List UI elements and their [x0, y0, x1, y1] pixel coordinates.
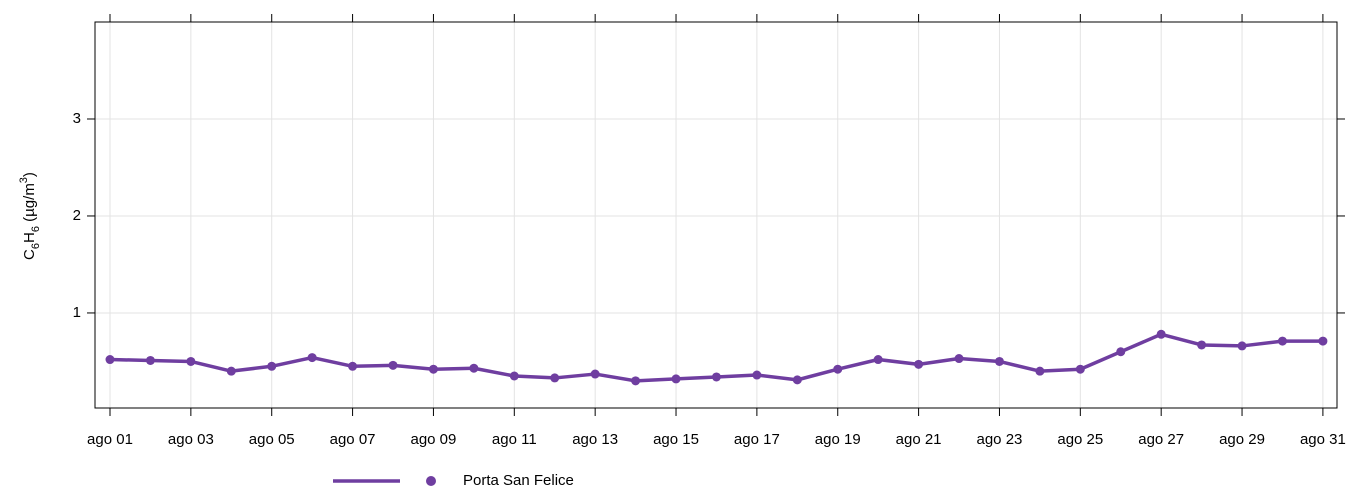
- data-point: [469, 363, 479, 373]
- data-point: [145, 355, 155, 365]
- data-point: [1318, 336, 1328, 346]
- x-tick-label: ago 13: [572, 431, 618, 448]
- data-point: [752, 370, 762, 380]
- x-tick-label: ago 21: [896, 431, 942, 448]
- y-tick-label: 3: [73, 110, 81, 127]
- data-point: [428, 364, 438, 374]
- data-point: [226, 366, 236, 376]
- data-point: [1277, 336, 1287, 346]
- data-point: [994, 356, 1004, 366]
- data-point: [833, 364, 843, 374]
- y-axis-label-part: ): [21, 172, 38, 177]
- data-point: [307, 353, 317, 363]
- data-point: [792, 375, 802, 385]
- x-tick-label: ago 01: [87, 431, 133, 448]
- x-tick-label: ago 17: [734, 431, 780, 448]
- data-point: [1237, 341, 1247, 351]
- data-point: [631, 376, 641, 386]
- plot-frame: [94, 21, 1338, 409]
- x-tick-label: ago 29: [1219, 431, 1265, 448]
- data-point: [1156, 329, 1166, 339]
- y-tick-label: 1: [73, 304, 81, 321]
- data-point: [550, 373, 560, 383]
- y-axis-label-part: 6: [30, 226, 42, 232]
- y-axis-label: C6H6 (µg/m3): [18, 172, 42, 260]
- data-point: [1075, 364, 1085, 374]
- x-tick-label: ago 03: [168, 431, 214, 448]
- x-tick-label: ago 11: [492, 431, 537, 448]
- x-tick-label: ago 31: [1300, 431, 1346, 448]
- data-point: [711, 372, 721, 382]
- data-point: [1116, 347, 1126, 357]
- data-point: [509, 371, 519, 381]
- data-point: [590, 369, 600, 379]
- y-axis-label-part: 3: [18, 177, 30, 183]
- data-point: [1035, 366, 1045, 376]
- legend-marker: [426, 476, 436, 486]
- x-tick-label: ago 15: [653, 431, 699, 448]
- y-tick-label: 2: [73, 207, 81, 224]
- x-tick-label: ago 19: [815, 431, 861, 448]
- x-tick-label: ago 25: [1057, 431, 1103, 448]
- x-tick-label: ago 05: [249, 431, 295, 448]
- data-point: [267, 361, 277, 371]
- data-point: [671, 374, 681, 384]
- data-point: [1197, 340, 1207, 350]
- y-axis-label-part: H: [21, 232, 38, 243]
- data-point: [186, 356, 196, 366]
- data-point: [105, 355, 115, 365]
- y-axis-label-part: (µg/m: [21, 183, 38, 226]
- legend-label: Porta San Felice: [463, 472, 574, 489]
- data-point: [914, 359, 924, 369]
- x-tick-label: ago 07: [330, 431, 376, 448]
- x-tick-label: ago 09: [410, 431, 456, 448]
- data-point: [388, 360, 398, 370]
- data-point: [954, 354, 964, 364]
- y-axis-label-part: 6: [30, 243, 42, 249]
- x-tick-label: ago 23: [977, 431, 1023, 448]
- data-point: [873, 355, 883, 365]
- data-point: [348, 361, 358, 371]
- x-tick-label: ago 27: [1138, 431, 1184, 448]
- y-axis-label-part: C: [21, 249, 38, 260]
